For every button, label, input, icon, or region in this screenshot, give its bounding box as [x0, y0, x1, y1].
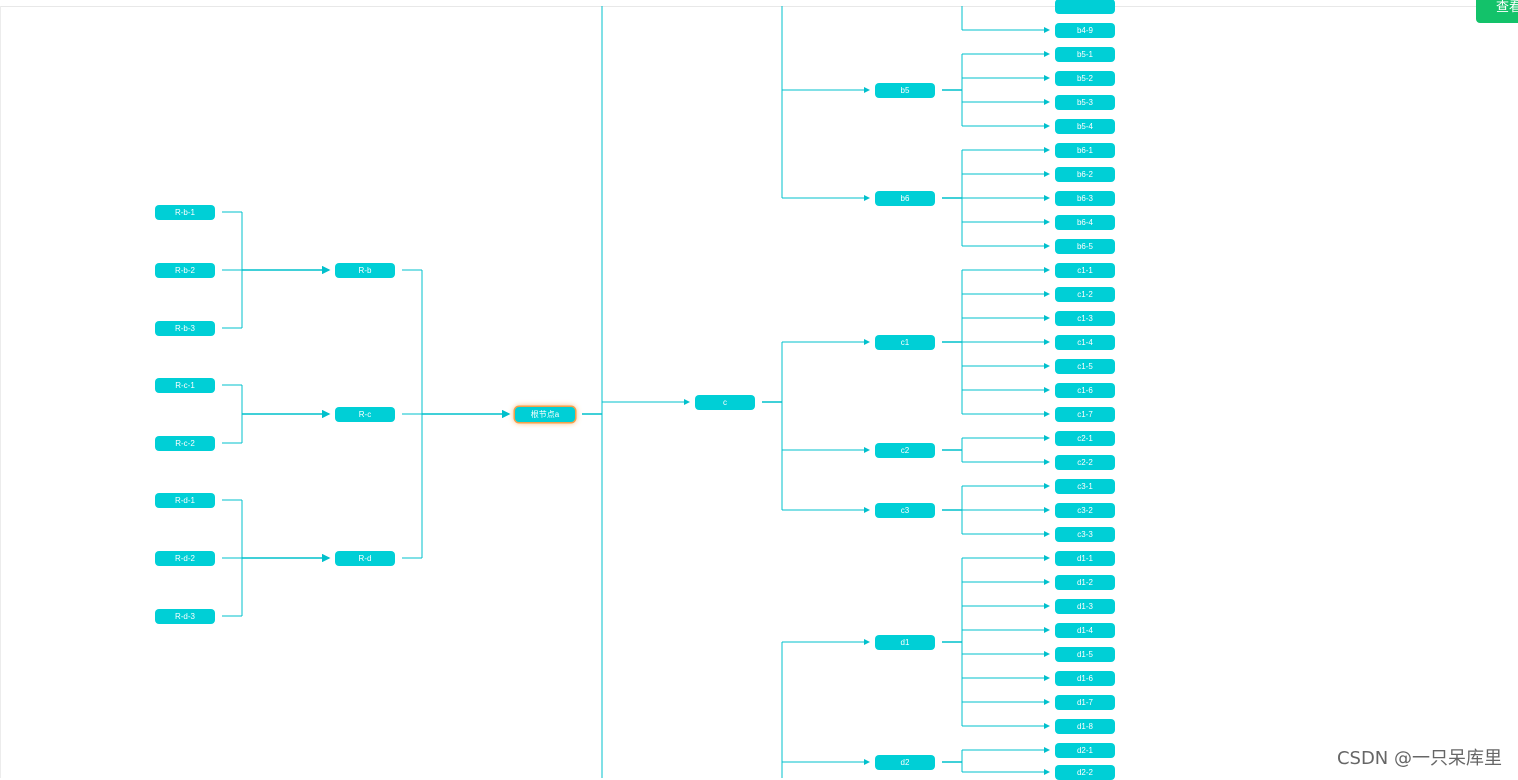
node-d1-7[interactable]: d1-7: [1055, 695, 1115, 710]
node-r-c-1[interactable]: R-c-1: [155, 378, 215, 393]
node-b4-partial[interactable]: [1055, 0, 1115, 14]
node-b6[interactable]: b6: [875, 191, 935, 206]
node-c3[interactable]: c3: [875, 503, 935, 518]
top-toolbar: [0, 0, 1518, 7]
node-d1-4[interactable]: d1-4: [1055, 623, 1115, 638]
node-c2-2[interactable]: c2-2: [1055, 455, 1115, 470]
node-r-b-3[interactable]: R-b-3: [155, 321, 215, 336]
node-r-c[interactable]: R-c: [335, 407, 395, 422]
node-c2-1[interactable]: c2-1: [1055, 431, 1115, 446]
watermark: CSDN @一只呆库里: [1336, 748, 1502, 769]
node-c1-1[interactable]: c1-1: [1055, 263, 1115, 278]
node-c1-4[interactable]: c1-4: [1055, 335, 1115, 350]
node-r-d[interactable]: R-d: [335, 551, 395, 566]
node-d2[interactable]: d2: [875, 755, 935, 770]
node-b5-4[interactable]: b5-4: [1055, 119, 1115, 134]
node-b5[interactable]: b5: [875, 83, 935, 98]
node-b6-1[interactable]: b6-1: [1055, 143, 1115, 158]
node-d1-2[interactable]: d1-2: [1055, 575, 1115, 590]
node-c[interactable]: c: [695, 395, 755, 410]
node-d1-3[interactable]: d1-3: [1055, 599, 1115, 614]
node-r-d-2[interactable]: R-d-2: [155, 551, 215, 566]
node-r-d-3[interactable]: R-d-3: [155, 609, 215, 624]
node-d2-1[interactable]: d2-1: [1055, 743, 1115, 758]
node-b5-3[interactable]: b5-3: [1055, 95, 1115, 110]
node-d1-5[interactable]: d1-5: [1055, 647, 1115, 662]
canvas-left-border: [0, 6, 1, 778]
node-b6-5[interactable]: b6-5: [1055, 239, 1115, 254]
view-button[interactable]: 查看: [1476, 0, 1518, 23]
node-r-b-2[interactable]: R-b-2: [155, 263, 215, 278]
node-c1[interactable]: c1: [875, 335, 935, 350]
node-b5-1[interactable]: b5-1: [1055, 47, 1115, 62]
node-b5-2[interactable]: b5-2: [1055, 71, 1115, 86]
node-d1-6[interactable]: d1-6: [1055, 671, 1115, 686]
node-c3-1[interactable]: c3-1: [1055, 479, 1115, 494]
node-c1-7[interactable]: c1-7: [1055, 407, 1115, 422]
node-c3-3[interactable]: c3-3: [1055, 527, 1115, 542]
node-c1-3[interactable]: c1-3: [1055, 311, 1115, 326]
node-r-c-2[interactable]: R-c-2: [155, 436, 215, 451]
node-c3-2[interactable]: c3-2: [1055, 503, 1115, 518]
node-b6-3[interactable]: b6-3: [1055, 191, 1115, 206]
node-d2-2[interactable]: d2-2: [1055, 765, 1115, 780]
node-c1-5[interactable]: c1-5: [1055, 359, 1115, 374]
node-c1-6[interactable]: c1-6: [1055, 383, 1115, 398]
node-d1-1[interactable]: d1-1: [1055, 551, 1115, 566]
node-d1[interactable]: d1: [875, 635, 935, 650]
node-b6-4[interactable]: b6-4: [1055, 215, 1115, 230]
node-r-d-1[interactable]: R-d-1: [155, 493, 215, 508]
node-b6-2[interactable]: b6-2: [1055, 167, 1115, 182]
root-node[interactable]: 根节点a: [515, 407, 575, 422]
node-b4-9[interactable]: b4-9: [1055, 23, 1115, 38]
node-d1-8[interactable]: d1-8: [1055, 719, 1115, 734]
node-r-b[interactable]: R-b: [335, 263, 395, 278]
node-r-b-1[interactable]: R-b-1: [155, 205, 215, 220]
node-c2[interactable]: c2: [875, 443, 935, 458]
node-c1-2[interactable]: c1-2: [1055, 287, 1115, 302]
